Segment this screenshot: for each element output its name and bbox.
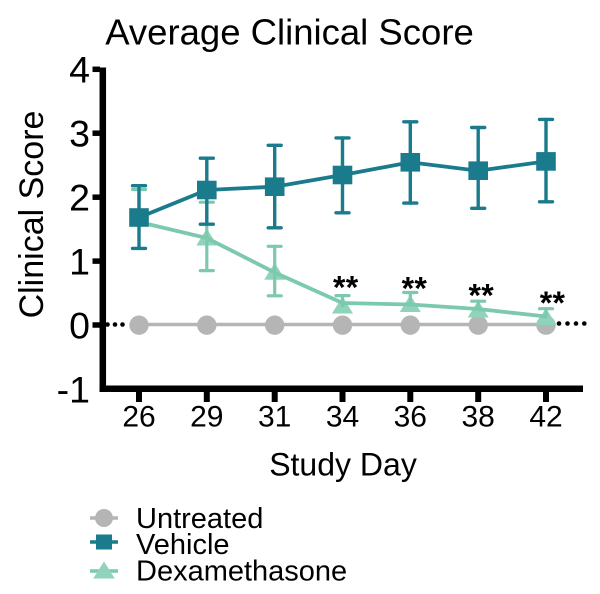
svg-text:42: 42 — [529, 401, 562, 434]
svg-text:Clinical Score: Clinical Score — [13, 111, 51, 319]
svg-text:36: 36 — [394, 401, 427, 434]
svg-text:Untreated: Untreated — [136, 503, 263, 535]
svg-text:Average Clinical Score: Average Clinical Score — [105, 12, 474, 53]
svg-text:38: 38 — [462, 401, 495, 434]
svg-text:0: 0 — [69, 304, 90, 346]
svg-text:**: ** — [402, 271, 428, 307]
svg-text:4: 4 — [69, 49, 90, 91]
svg-text:26: 26 — [122, 401, 155, 434]
svg-text:29: 29 — [190, 401, 223, 434]
svg-text:Study Day: Study Day — [269, 446, 417, 482]
svg-text:Dexamethasone: Dexamethasone — [136, 556, 347, 588]
svg-text:2: 2 — [69, 177, 90, 219]
svg-text:-1: -1 — [57, 368, 90, 410]
svg-text:**: ** — [469, 277, 495, 313]
svg-text:**: ** — [333, 269, 359, 305]
svg-text:34: 34 — [326, 401, 359, 434]
svg-text:Vehicle: Vehicle — [136, 529, 230, 561]
svg-text:1: 1 — [69, 241, 90, 283]
svg-text:3: 3 — [69, 113, 90, 155]
svg-text:**: ** — [540, 285, 566, 321]
svg-text:31: 31 — [258, 401, 291, 434]
